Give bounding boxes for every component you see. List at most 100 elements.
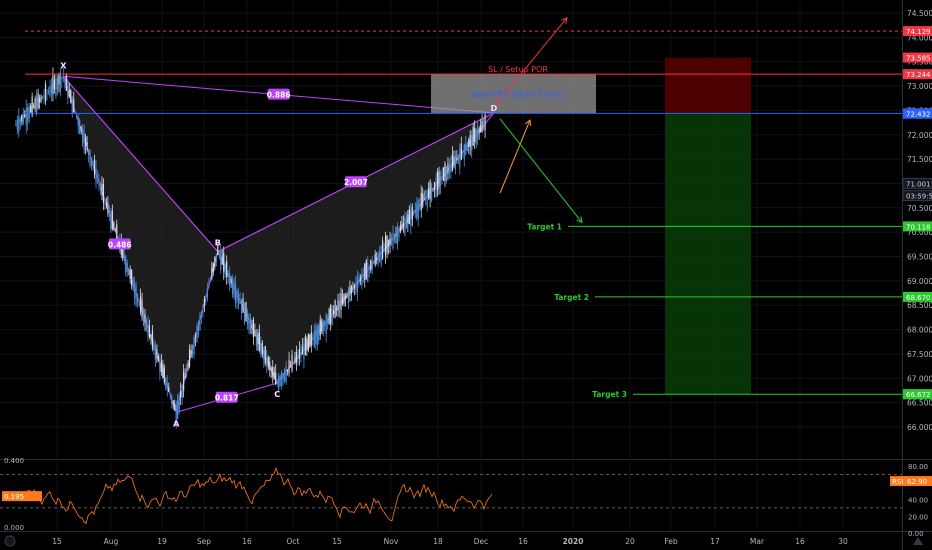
candle-body — [318, 325, 320, 341]
candle-body — [47, 90, 50, 93]
candle-body — [220, 251, 222, 270]
candle-body — [341, 297, 344, 305]
candlestick-series — [15, 67, 486, 429]
candle-body — [187, 363, 189, 369]
candle-body — [205, 297, 207, 299]
time-tick-label: Sep — [197, 537, 211, 546]
candle-body — [251, 325, 253, 329]
candle-body — [292, 362, 295, 364]
ratio-badge — [267, 88, 290, 100]
candle-body — [180, 390, 182, 398]
candle-body — [380, 246, 382, 266]
candle-body — [151, 330, 154, 349]
candle-body — [439, 175, 442, 186]
candle-body — [128, 268, 130, 275]
candle-body — [99, 185, 102, 189]
candle-body — [19, 119, 21, 123]
price-tick-label: 66.000 — [907, 423, 932, 432]
candle-body — [454, 155, 456, 170]
extra-price-badge — [902, 190, 932, 202]
candle-body — [159, 358, 161, 373]
candle-body — [77, 116, 79, 128]
candle-body — [239, 299, 241, 304]
candle-body — [141, 299, 143, 318]
candle-body — [442, 167, 445, 181]
level-price-badge — [903, 26, 932, 37]
price-tick-label: 73.000 — [907, 82, 932, 91]
candle-body — [215, 254, 217, 263]
scroll-right-icon[interactable] — [913, 537, 923, 545]
candle-body — [436, 171, 439, 191]
candle-body — [242, 298, 244, 313]
candle-body — [33, 105, 35, 108]
candle-body — [373, 262, 375, 264]
candle-body — [254, 329, 256, 337]
candle-body — [478, 128, 480, 134]
candle-body — [53, 79, 56, 90]
rsi-right-tick: 0.00 — [908, 530, 924, 538]
candle-body — [408, 209, 410, 224]
candle-body — [191, 345, 194, 356]
target-arrow — [499, 118, 583, 223]
candle-body — [163, 367, 165, 383]
time-tick-label: 16 — [518, 537, 528, 546]
candle-body — [411, 206, 413, 220]
candle-body — [419, 205, 421, 206]
candle-body — [422, 194, 424, 207]
candle-body — [456, 157, 458, 160]
candle-body — [245, 301, 247, 322]
candle-body — [426, 189, 428, 207]
candle-body — [374, 254, 376, 265]
extra-price-badge — [903, 389, 932, 400]
candle-body — [303, 343, 305, 360]
logo-icon[interactable] — [4, 535, 16, 547]
candle-body — [387, 240, 390, 247]
candle-body — [346, 294, 348, 298]
candle-body — [423, 199, 425, 201]
candle-body — [132, 280, 134, 291]
candle-body — [126, 262, 128, 273]
time-tick-label: Aug — [104, 537, 119, 546]
time-tick-label: Dec — [474, 537, 489, 546]
candle-body — [429, 181, 431, 200]
rsi-left-tick: 0.400 — [4, 457, 24, 465]
candle-body — [425, 197, 427, 199]
candle-body — [41, 96, 44, 99]
candle-body — [209, 280, 211, 282]
extra-price-label: 73.585 — [906, 55, 931, 63]
candle-body — [368, 267, 370, 270]
time-tick-label: 2020 — [563, 537, 584, 546]
candle-body — [150, 335, 152, 339]
candle-body — [465, 144, 467, 155]
entry-arrow-head — [525, 119, 532, 127]
candle-body — [70, 90, 72, 104]
candle-body — [246, 313, 249, 325]
candle-body — [384, 236, 387, 256]
candle-body — [208, 285, 210, 288]
ratio-label: 2.007 — [344, 178, 368, 187]
candle-body — [350, 285, 353, 294]
candle-body — [278, 376, 280, 390]
extra-price-label: 66.672 — [906, 391, 931, 399]
candle-body — [43, 94, 45, 99]
candle-body — [428, 187, 430, 199]
candle-body — [178, 394, 180, 411]
candle-body — [383, 249, 385, 251]
candle-body — [181, 384, 183, 398]
candle-body — [402, 222, 405, 228]
time-tick-label: 30 — [838, 537, 848, 546]
candle-body — [362, 275, 364, 277]
candle-body — [435, 178, 437, 197]
candle-body — [18, 115, 20, 133]
rsi-right-tick: 80.00 — [908, 463, 928, 471]
candle-body — [258, 332, 260, 351]
candle-body — [65, 75, 67, 91]
level-price-badge — [903, 291, 932, 302]
time-tick-label: Mar — [750, 537, 765, 546]
price-tick-label: 71.500 — [907, 155, 932, 164]
candle-body — [199, 314, 201, 330]
time-tick-label: 15 — [332, 537, 342, 546]
candle-body — [59, 72, 61, 92]
candle-body — [321, 321, 323, 332]
